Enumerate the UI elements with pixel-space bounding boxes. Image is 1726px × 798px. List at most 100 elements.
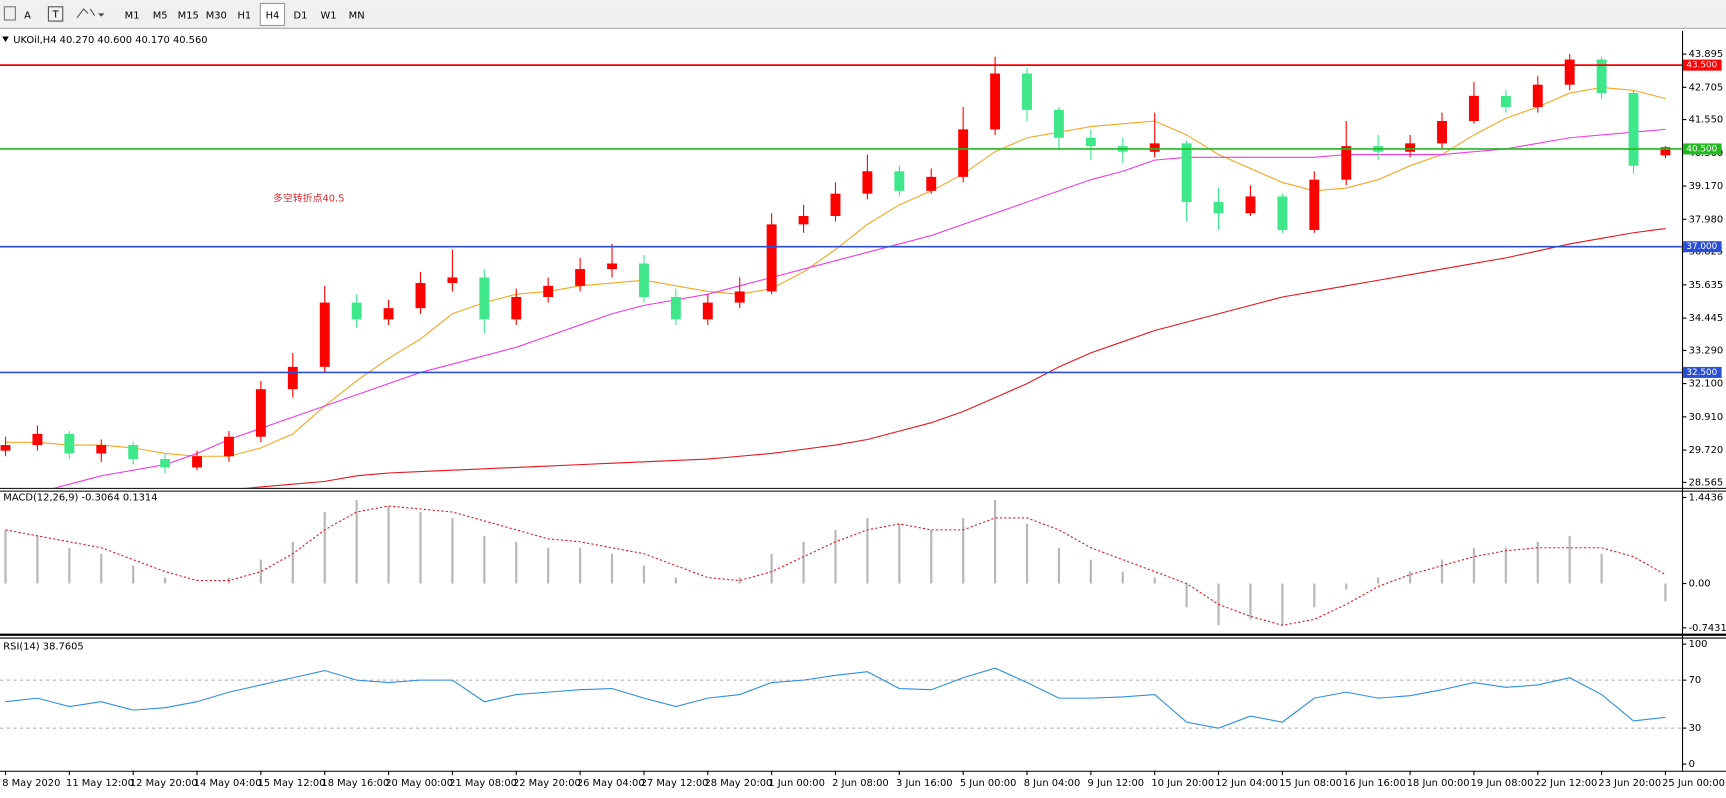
level-tag bbox=[1683, 241, 1722, 253]
x-tick-label: 26 May 04:00 bbox=[577, 778, 645, 789]
candle-body bbox=[1564, 59, 1575, 85]
x-tick-label: 27 May 12:00 bbox=[641, 778, 709, 789]
x-tick-label: 12 Jun 04:00 bbox=[1215, 778, 1278, 789]
text-tool-glyph: T bbox=[52, 9, 60, 20]
candle-body bbox=[0, 445, 11, 451]
candle-body bbox=[96, 445, 107, 454]
candle-body bbox=[798, 215, 809, 225]
level-label: 40.500 bbox=[1686, 144, 1717, 154]
y-tick-label: 37.980 bbox=[1689, 214, 1724, 225]
x-tick-label: 22 May 20:00 bbox=[513, 778, 581, 789]
candle-body bbox=[607, 263, 617, 270]
timeframe-button[interactable]: M15 bbox=[178, 11, 199, 22]
x-tick-label: 15 May 12:00 bbox=[258, 778, 326, 789]
candle-body bbox=[224, 436, 234, 457]
candle-body bbox=[1245, 196, 1256, 214]
candle-body bbox=[862, 171, 873, 194]
candle-body bbox=[447, 277, 458, 284]
signal-line bbox=[5, 505, 1666, 626]
y-tick-label: 100 bbox=[1689, 639, 1708, 650]
x-tick-label: 23 Jun 20:00 bbox=[1598, 778, 1661, 789]
timeframe-button[interactable]: H4 bbox=[266, 11, 280, 22]
level-tag bbox=[1683, 143, 1722, 155]
y-tick-label: 0 bbox=[1689, 759, 1695, 770]
x-tick-label: 20 May 00:00 bbox=[385, 778, 453, 789]
candle-body bbox=[543, 285, 554, 298]
plot-layer bbox=[5, 667, 1666, 729]
y-tick-label: 29.720 bbox=[1689, 445, 1724, 456]
candle-body bbox=[479, 277, 490, 320]
moving-average bbox=[5, 86, 1666, 457]
annotation: 多空转折点40.5 bbox=[273, 191, 344, 204]
symbol-arrow bbox=[2, 36, 9, 43]
y-tick-label: 30 bbox=[1689, 723, 1702, 734]
candle-body bbox=[1341, 146, 1352, 180]
candle-body bbox=[702, 302, 713, 320]
x-tick-label: 12 May 20:00 bbox=[130, 778, 198, 789]
y-tick-label: 33.290 bbox=[1689, 345, 1724, 356]
timeframe-button[interactable]: M1 bbox=[125, 11, 140, 22]
dropdown-arrow[interactable] bbox=[97, 13, 105, 17]
candle-body bbox=[1053, 109, 1064, 138]
toolbar bbox=[0, 0, 1726, 29]
candle-body bbox=[1181, 143, 1192, 203]
candle-body bbox=[319, 302, 330, 367]
candle-body bbox=[1149, 143, 1160, 152]
candle-body bbox=[1022, 73, 1032, 110]
candle-body bbox=[32, 433, 43, 446]
y-tick-label: 42.705 bbox=[1689, 82, 1724, 93]
font-button[interactable]: A bbox=[24, 11, 31, 22]
x-tick-label: 3 Jun 16:00 bbox=[896, 778, 953, 789]
macd-header: MACD(12,26,9) -0.3064 0.1314 bbox=[3, 493, 157, 504]
y-tick-label: 35.635 bbox=[1689, 280, 1724, 291]
candle-body bbox=[575, 269, 586, 286]
candle-body bbox=[638, 263, 649, 298]
candle-body bbox=[1596, 59, 1607, 94]
y-tick-label: 34.445 bbox=[1689, 313, 1724, 324]
x-tick-label: 25 Jun 00:00 bbox=[1662, 778, 1725, 789]
level-tag bbox=[1683, 59, 1722, 71]
timeframe-button[interactable]: D1 bbox=[294, 11, 308, 22]
x-tick-label: 8 May 2020 bbox=[2, 778, 60, 789]
x-tick-label: 9 Jun 12:00 bbox=[1088, 778, 1145, 789]
candle-body bbox=[1277, 196, 1288, 230]
x-tick-label: 8 Jun 04:00 bbox=[1024, 778, 1081, 789]
candle-body bbox=[511, 297, 522, 320]
toolbar-icon[interactable] bbox=[3, 6, 16, 21]
y-tick-label: 28.565 bbox=[1689, 477, 1724, 488]
x-tick-label: 28 May 20:00 bbox=[704, 778, 772, 789]
timeframe-button[interactable]: M30 bbox=[206, 11, 227, 22]
plot-layer bbox=[4, 500, 1667, 626]
rsi-line bbox=[5, 667, 1666, 729]
candle-body bbox=[64, 433, 75, 454]
timeframe-button[interactable]: W1 bbox=[321, 11, 337, 22]
y-tick-label: 43.895 bbox=[1689, 49, 1724, 60]
x-tick-label: 2 Jun 08:00 bbox=[832, 778, 889, 789]
candle-body bbox=[830, 193, 841, 216]
candle-body bbox=[1405, 143, 1416, 152]
draw-tool-icon[interactable] bbox=[76, 8, 96, 19]
x-tick-label: 21 May 08:00 bbox=[449, 778, 517, 789]
candle-body bbox=[160, 459, 171, 468]
candle-body bbox=[287, 366, 298, 390]
x-tick-label: 19 Jun 08:00 bbox=[1471, 778, 1534, 789]
level-label: 43.500 bbox=[1686, 61, 1717, 71]
candle-body bbox=[1660, 147, 1671, 156]
candle-body bbox=[766, 224, 777, 292]
y-tick-label: 70 bbox=[1689, 675, 1702, 686]
candle-body bbox=[1500, 95, 1511, 108]
candle-body bbox=[383, 308, 394, 320]
y-tick-label: 30.910 bbox=[1689, 412, 1724, 423]
text-tool-icon[interactable] bbox=[47, 6, 64, 22]
x-tick-label: 18 Jun 00:00 bbox=[1407, 778, 1470, 789]
x-tick-label: 11 May 12:00 bbox=[66, 778, 134, 789]
level-label: 37.000 bbox=[1686, 242, 1717, 252]
candle-body bbox=[1213, 202, 1224, 214]
x-tick-label: 5 Jun 00:00 bbox=[960, 778, 1017, 789]
timeframe-button[interactable]: M5 bbox=[153, 11, 168, 22]
y-tick-label: 32.100 bbox=[1689, 379, 1724, 390]
timeframe-button[interactable]: MN bbox=[349, 11, 365, 22]
timeframe-button[interactable]: H1 bbox=[238, 11, 252, 22]
